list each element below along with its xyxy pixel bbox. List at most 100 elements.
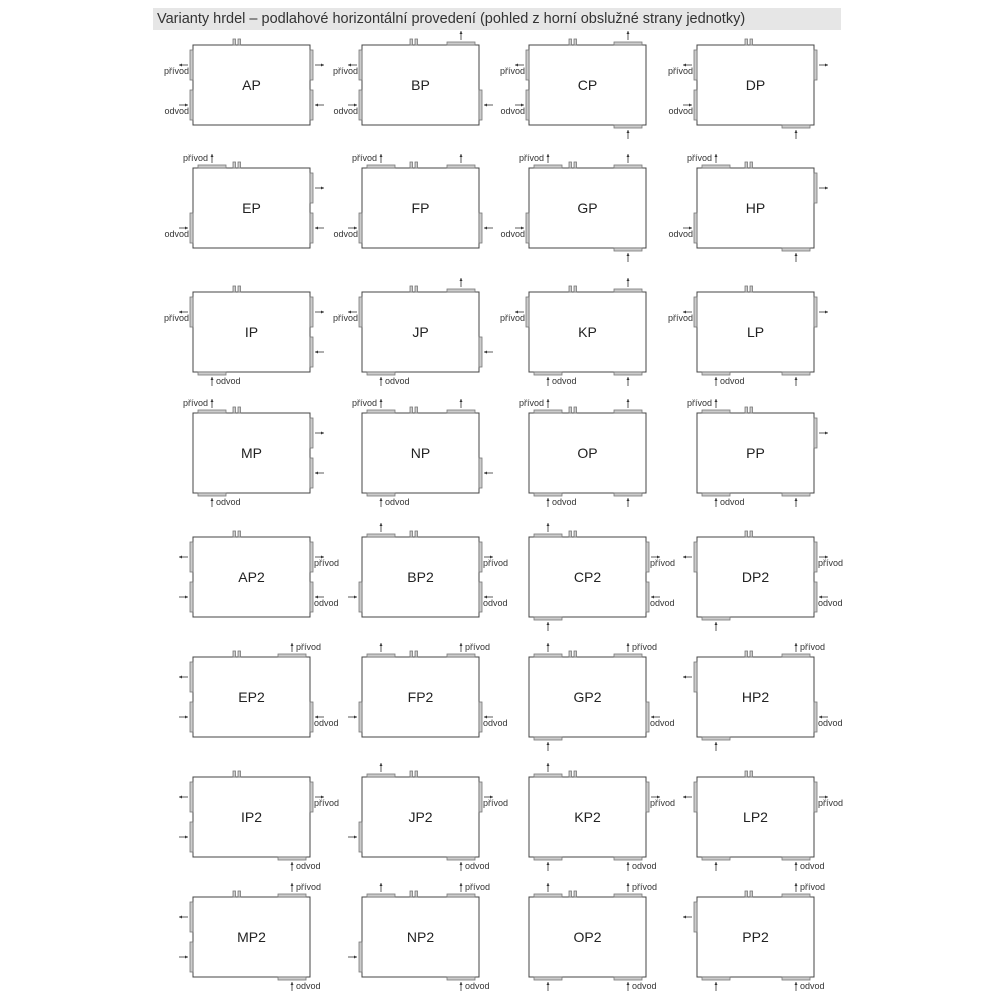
unit-box xyxy=(192,896,311,978)
arrowhead-icon xyxy=(354,103,357,107)
variant-label: HP xyxy=(746,200,765,216)
duct-port xyxy=(701,409,731,414)
duct-port xyxy=(613,492,643,497)
drain-icon xyxy=(237,650,241,658)
duct-port xyxy=(478,541,483,573)
duct-port xyxy=(701,736,731,741)
drain-icon xyxy=(744,530,748,538)
drain-icon xyxy=(237,530,241,538)
duct-port xyxy=(533,492,563,497)
exhaust-label: odvod xyxy=(668,229,693,239)
arrowhead-icon xyxy=(185,103,188,107)
supply-label: přívod xyxy=(483,798,508,808)
arrowhead-icon xyxy=(185,595,188,599)
arrowhead-icon xyxy=(714,399,718,402)
variant-ip: IP přívod odvod xyxy=(164,285,324,386)
duct-port xyxy=(309,701,314,733)
duct-port xyxy=(189,212,194,244)
arrowhead-icon xyxy=(626,862,630,865)
unit-box xyxy=(696,656,815,738)
arrowhead-icon xyxy=(825,795,828,799)
drain-icon xyxy=(749,285,753,293)
drain-icon xyxy=(409,285,413,293)
exhaust-label: odvod xyxy=(720,376,745,386)
arrowhead-icon xyxy=(714,377,718,380)
variant-fp: FP přívod odvod xyxy=(333,153,493,249)
arrowhead-icon xyxy=(321,555,324,559)
variant-gp2: GP2 přívod odvod xyxy=(528,642,675,751)
variant-ap: AP přívod odvod xyxy=(164,38,324,126)
duct-port xyxy=(533,893,563,898)
arrowhead-icon xyxy=(683,915,686,919)
duct-port xyxy=(478,581,483,613)
arrowhead-icon xyxy=(819,715,822,719)
drain-icon xyxy=(744,285,748,293)
variant-label: LP2 xyxy=(743,809,768,825)
arrowhead-icon xyxy=(459,883,463,886)
duct-port xyxy=(781,893,811,898)
variant-np2: NP2 přívod odvod xyxy=(348,882,490,991)
arrowhead-icon xyxy=(546,643,550,646)
arrowhead-icon xyxy=(521,103,524,107)
duct-port xyxy=(693,781,698,813)
arrowhead-icon xyxy=(490,795,493,799)
arrowhead-icon xyxy=(683,675,686,679)
drain-icon xyxy=(237,38,241,46)
arrowhead-icon xyxy=(546,763,550,766)
duct-port xyxy=(309,541,314,573)
duct-port xyxy=(358,581,363,613)
duct-port xyxy=(189,49,194,81)
unit-box xyxy=(696,44,815,126)
unit-box xyxy=(528,896,647,978)
arrowhead-icon xyxy=(179,555,182,559)
drain-icon xyxy=(409,530,413,538)
drain-icon xyxy=(568,406,572,414)
drain-icon xyxy=(568,161,572,169)
duct-port xyxy=(813,172,818,204)
supply-label: přívod xyxy=(333,313,358,323)
arrowhead-icon xyxy=(714,154,718,157)
arrowhead-icon xyxy=(546,982,550,985)
variant-label: EP2 xyxy=(238,689,265,705)
exhaust-label: odvod xyxy=(164,229,189,239)
duct-port xyxy=(813,417,818,449)
drain-icon xyxy=(232,38,236,46)
arrowhead-icon xyxy=(185,226,188,230)
arrowhead-icon xyxy=(179,310,182,314)
duct-port xyxy=(277,893,307,898)
supply-label: přívod xyxy=(352,153,377,163)
drain-icon xyxy=(414,161,418,169)
arrowhead-icon xyxy=(185,835,188,839)
duct-port xyxy=(533,653,563,658)
duct-port xyxy=(189,581,194,613)
duct-port xyxy=(533,533,563,538)
variant-label: PP xyxy=(746,445,765,461)
arrowhead-icon xyxy=(515,310,518,314)
duct-port xyxy=(813,581,818,613)
duct-port xyxy=(309,89,314,121)
duct-port xyxy=(701,976,731,981)
drain-icon xyxy=(409,38,413,46)
duct-port xyxy=(813,541,818,573)
duct-port xyxy=(309,781,314,813)
drain-icon xyxy=(744,650,748,658)
drain-icon xyxy=(232,650,236,658)
arrowhead-icon xyxy=(794,982,798,985)
supply-label: přívod xyxy=(183,398,208,408)
variant-pp2: PP2 přívod odvod xyxy=(683,882,825,991)
drain-icon xyxy=(414,285,418,293)
supply-label: přívod xyxy=(352,398,377,408)
arrowhead-icon xyxy=(714,862,718,865)
duct-port xyxy=(533,409,563,414)
drain-icon xyxy=(568,530,572,538)
drain-icon xyxy=(749,770,753,778)
duct-port xyxy=(613,653,643,658)
drain-icon xyxy=(237,770,241,778)
unit-box xyxy=(696,776,815,858)
arrowhead-icon xyxy=(185,955,188,959)
duct-port xyxy=(693,661,698,693)
drain-icon xyxy=(237,285,241,293)
arrowhead-icon xyxy=(315,595,318,599)
drain-icon xyxy=(414,38,418,46)
duct-port xyxy=(781,492,811,497)
